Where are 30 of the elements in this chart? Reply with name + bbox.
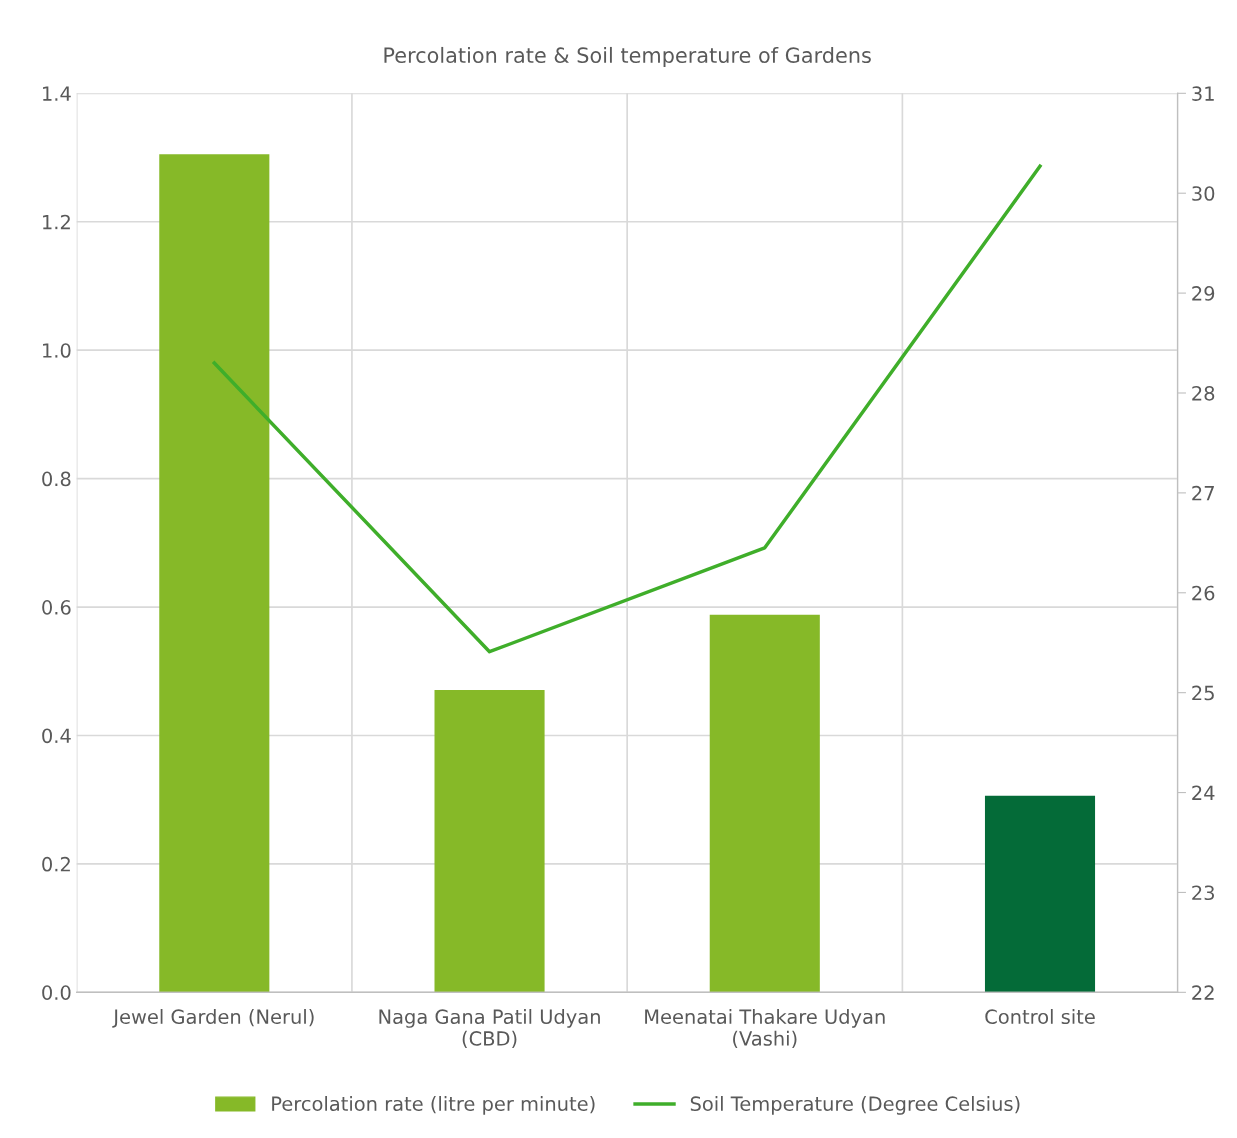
y2-tick-label: 29 [1192, 286, 1215, 301]
y2-tick-label: 26 [1192, 585, 1215, 601]
bar [434, 689, 545, 993]
x-tick-label: Meenatai Thakare Udyan (Vashi) [645, 1009, 885, 1049]
y-tick-label: 1.4 [43, 86, 71, 101]
x-tick-label: Control site [985, 1009, 1095, 1025]
y2-tick-label: 31 [1192, 86, 1214, 101]
legend-label: Percolation rate (litre per minute) [272, 1095, 595, 1115]
y-tick-label: 0.0 [42, 985, 71, 1000]
line-series [212, 164, 1042, 654]
bar [159, 154, 270, 993]
chart-title: Percolation rate & Soil temperature of Gardens [384, 46, 871, 68]
y2-tick-label: 28 [1192, 385, 1215, 401]
y-tick-label: 0.8 [42, 471, 71, 487]
x-tick-label: Naga Gana Patil Udyan (CBD) [379, 1009, 600, 1049]
bar [709, 614, 820, 993]
y2-tick-label: 27 [1192, 485, 1214, 501]
x-tick-label: Jewel Garden (Nerul) [112, 1009, 314, 1028]
y-tick-label: 0.2 [42, 856, 70, 872]
legend-label: Soil Temperature (Degree Celsius) [690, 1095, 1020, 1115]
y2-tick-label: 23 [1192, 885, 1214, 901]
y2-tick-label: 24 [1192, 785, 1215, 800]
y2-tick-label: 30 [1192, 186, 1215, 201]
y-tick-label: 1.0 [43, 343, 71, 358]
bar [984, 795, 1096, 993]
y-tick-label: 0.4 [42, 728, 71, 744]
y2-tick-label: 25 [1192, 685, 1214, 701]
y2-tick-label: 22 [1192, 985, 1214, 1000]
y-tick-label: 1.2 [43, 214, 70, 230]
y-tick-label: 0.6 [42, 600, 71, 615]
